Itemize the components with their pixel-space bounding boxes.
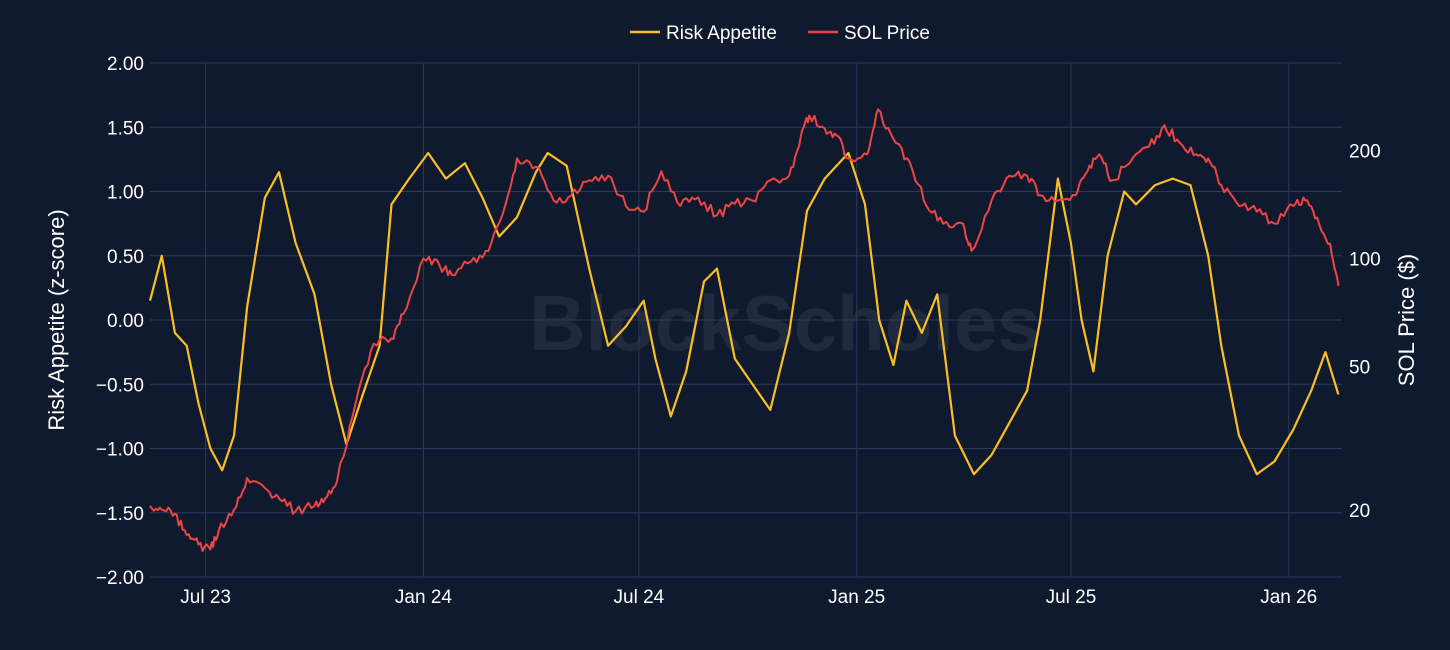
x-tick-label: Jul 23 [180, 587, 231, 608]
legend-item-sol-price[interactable]: SOL Price [808, 23, 930, 44]
left-tick-label: −1.00 [96, 440, 144, 461]
left-axis-title: Risk Appetite (z-score) [44, 209, 69, 430]
left-tick-label: 0.50 [107, 247, 144, 268]
x-tick-label: Jan 25 [828, 587, 885, 608]
right-tick-label: 50 [1349, 358, 1370, 379]
x-tick-label: Jul 24 [614, 587, 665, 608]
right-tick-label: 20 [1349, 501, 1370, 522]
series-lines [148, 108, 1340, 552]
legend-item-risk-appetite[interactable]: Risk Appetite [630, 23, 777, 44]
right-axis-ticks: 200 100 50 20 [1349, 141, 1381, 521]
right-tick-label: 200 [1349, 141, 1381, 162]
right-tick-label: 100 [1349, 250, 1381, 271]
legend-label-risk-appetite: Risk Appetite [666, 23, 777, 44]
legend[interactable]: Risk Appetite SOL Price [630, 23, 930, 44]
x-tick-label: Jan 26 [1260, 587, 1317, 608]
left-tick-label: 2.00 [107, 54, 144, 75]
legend-label-sol-price: SOL Price [844, 23, 930, 44]
x-axis-ticks: Jul 23 Jan 24 Jul 24 Jan 25 Jul 25 Jan 26 [180, 587, 1317, 608]
left-tick-label: 1.00 [107, 183, 144, 204]
x-tick-label: Jan 24 [395, 587, 452, 608]
left-tick-label: −1.50 [96, 504, 144, 525]
left-axis-ticks: 2.00 1.50 1.00 0.50 0.00 −0.50 −1.00 −1.50 −2.00 [96, 54, 144, 589]
sol-price-line [149, 108, 1340, 552]
left-tick-label: −0.50 [96, 375, 144, 396]
left-tick-label: −2.00 [96, 568, 144, 589]
left-tick-label: 0.00 [107, 311, 144, 332]
x-tick-label: Jul 25 [1046, 587, 1097, 608]
right-axis-title: SOL Price ($) [1394, 254, 1419, 386]
left-tick-label: 1.50 [107, 118, 144, 139]
grid-lines [150, 62, 1342, 578]
risk-appetite-line [148, 151, 1340, 476]
